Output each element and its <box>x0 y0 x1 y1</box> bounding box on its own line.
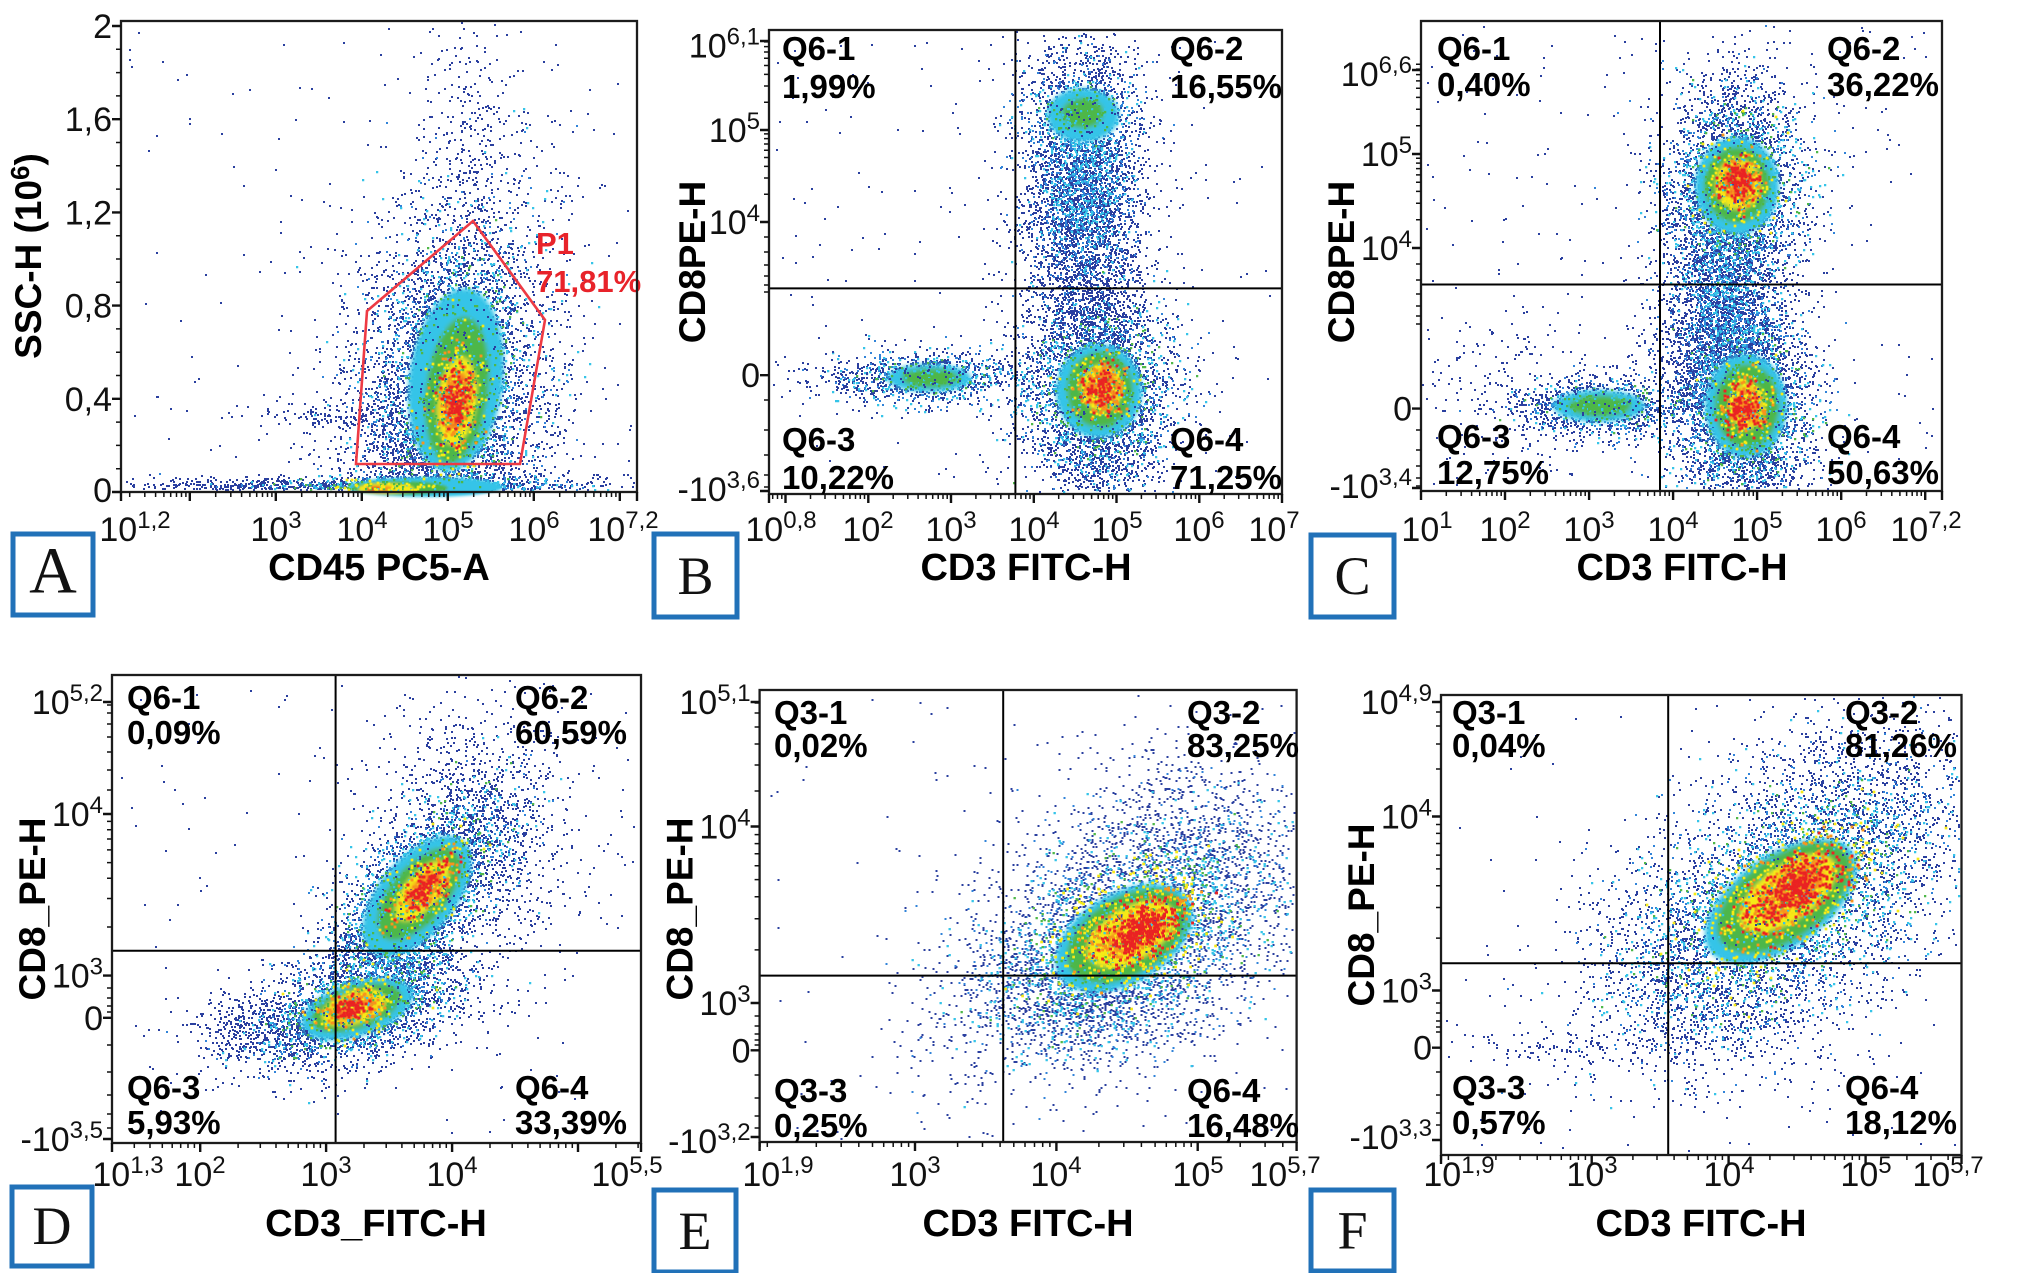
svg-text:Q6-4: Q6-4 <box>1170 421 1244 458</box>
svg-text:Q6-4: Q6-4 <box>515 1069 589 1106</box>
svg-text:101: 101 <box>1401 507 1452 549</box>
svg-text:CD8PE-H: CD8PE-H <box>672 181 713 343</box>
svg-text:0,40%: 0,40% <box>1437 66 1531 103</box>
svg-text:12,75%: 12,75% <box>1437 454 1549 491</box>
svg-text:10,22%: 10,22% <box>782 459 894 496</box>
svg-text:0,25%: 0,25% <box>774 1107 868 1144</box>
svg-text:0,04%: 0,04% <box>1452 727 1546 764</box>
svg-text:Q3-2: Q3-2 <box>1187 694 1260 731</box>
svg-text:CD8PE-H: CD8PE-H <box>1321 181 1362 343</box>
svg-text:0,09%: 0,09% <box>127 714 221 751</box>
svg-text:D: D <box>33 1196 72 1256</box>
svg-text:CD3 FITC-H: CD3 FITC-H <box>1595 1203 1806 1245</box>
svg-text:0: 0 <box>1393 391 1412 429</box>
svg-text:0,8: 0,8 <box>65 288 112 326</box>
svg-text:0: 0 <box>732 1032 751 1070</box>
svg-text:F: F <box>1337 1200 1367 1260</box>
svg-text:E: E <box>679 1201 712 1261</box>
svg-text:-103,6: -103,6 <box>677 467 760 509</box>
svg-text:71,81%: 71,81% <box>536 264 641 299</box>
svg-text:1,2: 1,2 <box>65 194 112 232</box>
svg-text:-103,4: -103,4 <box>1329 464 1412 506</box>
svg-text:A: A <box>29 534 77 607</box>
svg-text:1,99%: 1,99% <box>782 68 876 105</box>
svg-text:16,48%: 16,48% <box>1187 1107 1299 1144</box>
svg-text:P1: P1 <box>536 226 574 261</box>
svg-text:101,2: 101,2 <box>99 507 170 549</box>
svg-text:Q3-1: Q3-1 <box>1452 694 1525 731</box>
svg-text:Q6-1: Q6-1 <box>127 679 200 716</box>
svg-text:CD3_FITC-H: CD3_FITC-H <box>265 1203 487 1245</box>
svg-text:Q6-2: Q6-2 <box>1827 30 1900 67</box>
svg-text:Q6-4: Q6-4 <box>1827 418 1901 455</box>
svg-text:105: 105 <box>1091 507 1142 549</box>
svg-text:83,25%: 83,25% <box>1187 727 1299 764</box>
svg-text:Q6-3: Q6-3 <box>127 1069 200 1106</box>
svg-text:36,22%: 36,22% <box>1827 66 1939 103</box>
svg-text:Q3-2: Q3-2 <box>1845 694 1918 731</box>
svg-text:16,55%: 16,55% <box>1170 68 1282 105</box>
svg-text:Q6-3: Q6-3 <box>782 421 855 458</box>
svg-text:Q3-1: Q3-1 <box>774 694 847 731</box>
svg-text:Q3-3: Q3-3 <box>1452 1069 1525 1106</box>
svg-text:0: 0 <box>741 357 760 395</box>
svg-text:2: 2 <box>93 8 112 46</box>
svg-text:101,9: 101,9 <box>742 1152 813 1194</box>
svg-text:0,4: 0,4 <box>65 381 112 419</box>
svg-text:60,59%: 60,59% <box>515 714 627 751</box>
svg-text:0: 0 <box>1413 1030 1432 1068</box>
svg-text:106,1: 106,1 <box>689 24 760 66</box>
svg-text:Q6-1: Q6-1 <box>1437 30 1510 67</box>
svg-text:106,6: 106,6 <box>1341 52 1412 94</box>
svg-text:0: 0 <box>84 1000 103 1038</box>
svg-text:Q6-1: Q6-1 <box>782 30 855 67</box>
svg-text:CD45 PC5-A: CD45 PC5-A <box>268 547 490 589</box>
svg-text:81,26%: 81,26% <box>1845 727 1957 764</box>
svg-text:0: 0 <box>93 472 112 510</box>
svg-text:CD3 FITC-H: CD3 FITC-H <box>1576 547 1787 589</box>
svg-text:105,2: 105,2 <box>32 680 103 722</box>
svg-text:5,93%: 5,93% <box>127 1104 221 1141</box>
svg-text:105: 105 <box>1840 1152 1891 1194</box>
svg-text:Q3-3: Q3-3 <box>774 1072 847 1109</box>
svg-text:-103,3: -103,3 <box>1349 1115 1432 1157</box>
svg-text:SSC-H (106): SSC-H (106) <box>5 153 49 359</box>
svg-text:104: 104 <box>1361 226 1412 268</box>
svg-text:CD3 FITC-H: CD3 FITC-H <box>922 1203 1133 1245</box>
svg-text:18,12%: 18,12% <box>1845 1104 1957 1141</box>
svg-text:71,25%: 71,25% <box>1170 459 1282 496</box>
svg-text:105,7: 105,7 <box>1249 1152 1320 1194</box>
svg-text:0,02%: 0,02% <box>774 727 868 764</box>
svg-text:Q6-4: Q6-4 <box>1845 1069 1919 1106</box>
svg-text:Q6-4: Q6-4 <box>1187 1072 1261 1109</box>
svg-text:1,6: 1,6 <box>65 101 112 139</box>
svg-text:CD8_PE-H: CD8_PE-H <box>12 818 53 1001</box>
svg-text:CD8_PE-H: CD8_PE-H <box>1341 824 1382 1007</box>
svg-text:105,5: 105,5 <box>591 1152 662 1194</box>
svg-text:CD8_PE-H: CD8_PE-H <box>660 818 701 1001</box>
svg-text:33,39%: 33,39% <box>515 1104 627 1141</box>
svg-text:C: C <box>1334 546 1370 606</box>
svg-text:103: 103 <box>52 954 103 996</box>
svg-text:Q6-2: Q6-2 <box>1170 30 1243 67</box>
svg-text:101,9: 101,9 <box>1423 1152 1494 1194</box>
svg-text:Q6-3: Q6-3 <box>1437 418 1510 455</box>
svg-text:50,63%: 50,63% <box>1827 454 1939 491</box>
svg-text:B: B <box>677 546 713 606</box>
svg-text:107,2: 107,2 <box>1890 507 1961 549</box>
svg-text:0,57%: 0,57% <box>1452 1104 1546 1141</box>
svg-text:Q6-2: Q6-2 <box>515 679 588 716</box>
svg-text:CD3 FITC-H: CD3 FITC-H <box>920 547 1131 589</box>
